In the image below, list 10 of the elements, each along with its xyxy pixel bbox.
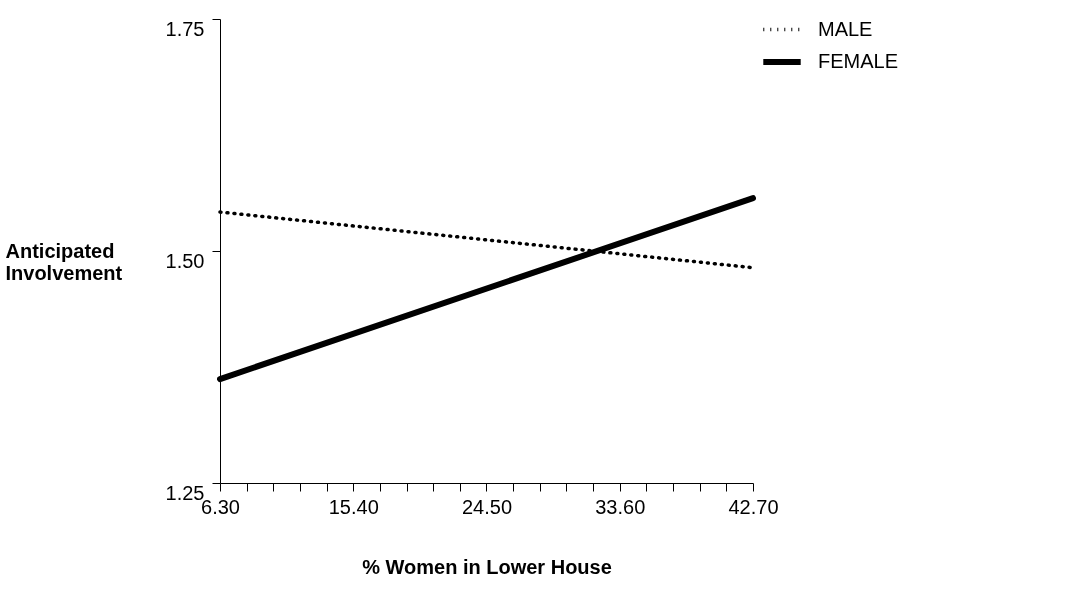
legend-label: MALE (818, 17, 873, 40)
x-tick-label: 24.50 (461, 495, 513, 518)
x-tick-label: 33.60 (595, 495, 646, 518)
y-axis-title: Anticipated Involvement (5, 239, 123, 284)
legend-label: FEMALE (818, 50, 899, 72)
y-tick-label: 1.50 (165, 249, 205, 272)
y-tick-label: 1.75 (165, 17, 205, 40)
x-axis-title: % Women in Lower House (362, 555, 612, 578)
x-tick-label: 15.40 (328, 495, 379, 518)
x-tick-label: 42.70 (728, 495, 779, 518)
